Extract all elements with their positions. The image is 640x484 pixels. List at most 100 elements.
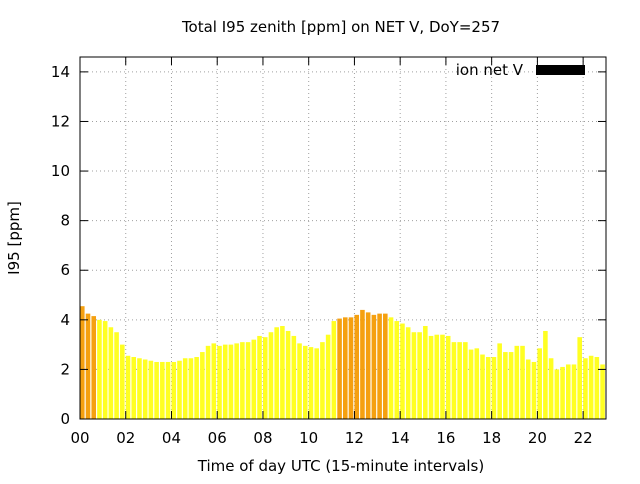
bar — [314, 348, 319, 419]
bar — [548, 358, 554, 419]
bar — [194, 357, 199, 419]
bar — [400, 323, 405, 419]
bar — [137, 358, 142, 419]
bar — [188, 358, 194, 419]
bar — [554, 369, 560, 419]
y-tick-label: 10 — [51, 162, 70, 180]
bar — [600, 364, 605, 419]
legend-label: ion net V — [456, 61, 524, 79]
bar — [331, 321, 337, 419]
bar — [377, 313, 382, 419]
bar — [445, 335, 451, 419]
bar — [297, 343, 302, 419]
bar — [588, 355, 594, 419]
bar — [182, 358, 188, 419]
y-tick-label: 4 — [60, 311, 70, 329]
x-axis-title: Time of day UTC (15-minute intervals) — [197, 457, 484, 475]
legend-swatch — [536, 65, 585, 75]
x-tick-label: 10 — [299, 429, 318, 447]
y-tick-label: 14 — [51, 63, 70, 81]
bar — [325, 334, 331, 419]
bar — [440, 334, 445, 419]
chart-title: Total I95 zenith [ppm] on NET V, DoY=257 — [181, 18, 500, 36]
bar — [211, 343, 217, 419]
bar — [525, 359, 531, 419]
bar — [171, 361, 177, 419]
bar — [337, 318, 342, 419]
x-tick-label: 08 — [253, 429, 272, 447]
x-tick-label: 18 — [482, 429, 501, 447]
bar — [457, 342, 462, 419]
bar — [285, 330, 291, 419]
bar — [120, 344, 125, 419]
bar — [245, 342, 251, 419]
bar — [91, 316, 97, 419]
bar — [200, 352, 205, 419]
bar — [417, 332, 422, 419]
bar — [531, 361, 537, 419]
bar — [405, 327, 411, 419]
bar — [360, 309, 365, 419]
bar — [577, 337, 582, 419]
bar — [365, 312, 371, 419]
bar — [97, 319, 102, 419]
bar — [451, 342, 457, 419]
bar — [491, 357, 497, 419]
bar — [154, 361, 159, 419]
bar — [423, 326, 428, 419]
bar — [114, 332, 119, 419]
bar — [474, 348, 480, 419]
bar — [108, 327, 114, 419]
bar — [160, 361, 165, 419]
bar — [411, 332, 417, 419]
bar — [497, 343, 502, 419]
bar — [251, 339, 257, 419]
bar — [257, 335, 262, 419]
bar — [571, 364, 577, 419]
bar — [240, 342, 245, 419]
y-tick-label: 12 — [51, 112, 70, 130]
bar — [268, 332, 274, 419]
bar — [594, 357, 600, 419]
x-tick-label: 04 — [162, 429, 181, 447]
bar — [428, 335, 434, 419]
bar — [485, 357, 491, 419]
bar — [302, 345, 308, 419]
bar — [394, 321, 400, 419]
bar — [560, 366, 565, 419]
bar — [142, 359, 148, 419]
bar — [503, 352, 508, 419]
bar — [480, 354, 485, 419]
x-tick-label: 14 — [391, 429, 410, 447]
bar — [228, 344, 234, 419]
bar — [125, 355, 131, 419]
axis-ticks — [79, 57, 606, 420]
bar — [177, 360, 182, 419]
bar — [148, 360, 154, 419]
bar — [102, 321, 108, 419]
bar — [308, 347, 314, 419]
bar — [434, 334, 440, 419]
x-tick-label: 22 — [574, 429, 593, 447]
legend: ion net V — [456, 61, 585, 79]
bar — [520, 345, 525, 419]
bar — [80, 306, 85, 419]
bar — [514, 345, 520, 419]
bar — [354, 314, 360, 419]
x-tick-label: 16 — [436, 429, 455, 447]
bar — [371, 314, 377, 419]
bar — [343, 317, 348, 419]
bar — [348, 317, 354, 419]
bars — [80, 306, 605, 419]
x-tick-label: 06 — [208, 429, 227, 447]
bar — [217, 345, 222, 419]
bar — [280, 326, 285, 419]
bar — [291, 335, 297, 419]
bar — [508, 352, 514, 419]
bar — [222, 344, 228, 419]
bar — [565, 364, 571, 419]
bar — [468, 349, 474, 419]
x-tick-label: 00 — [70, 429, 89, 447]
